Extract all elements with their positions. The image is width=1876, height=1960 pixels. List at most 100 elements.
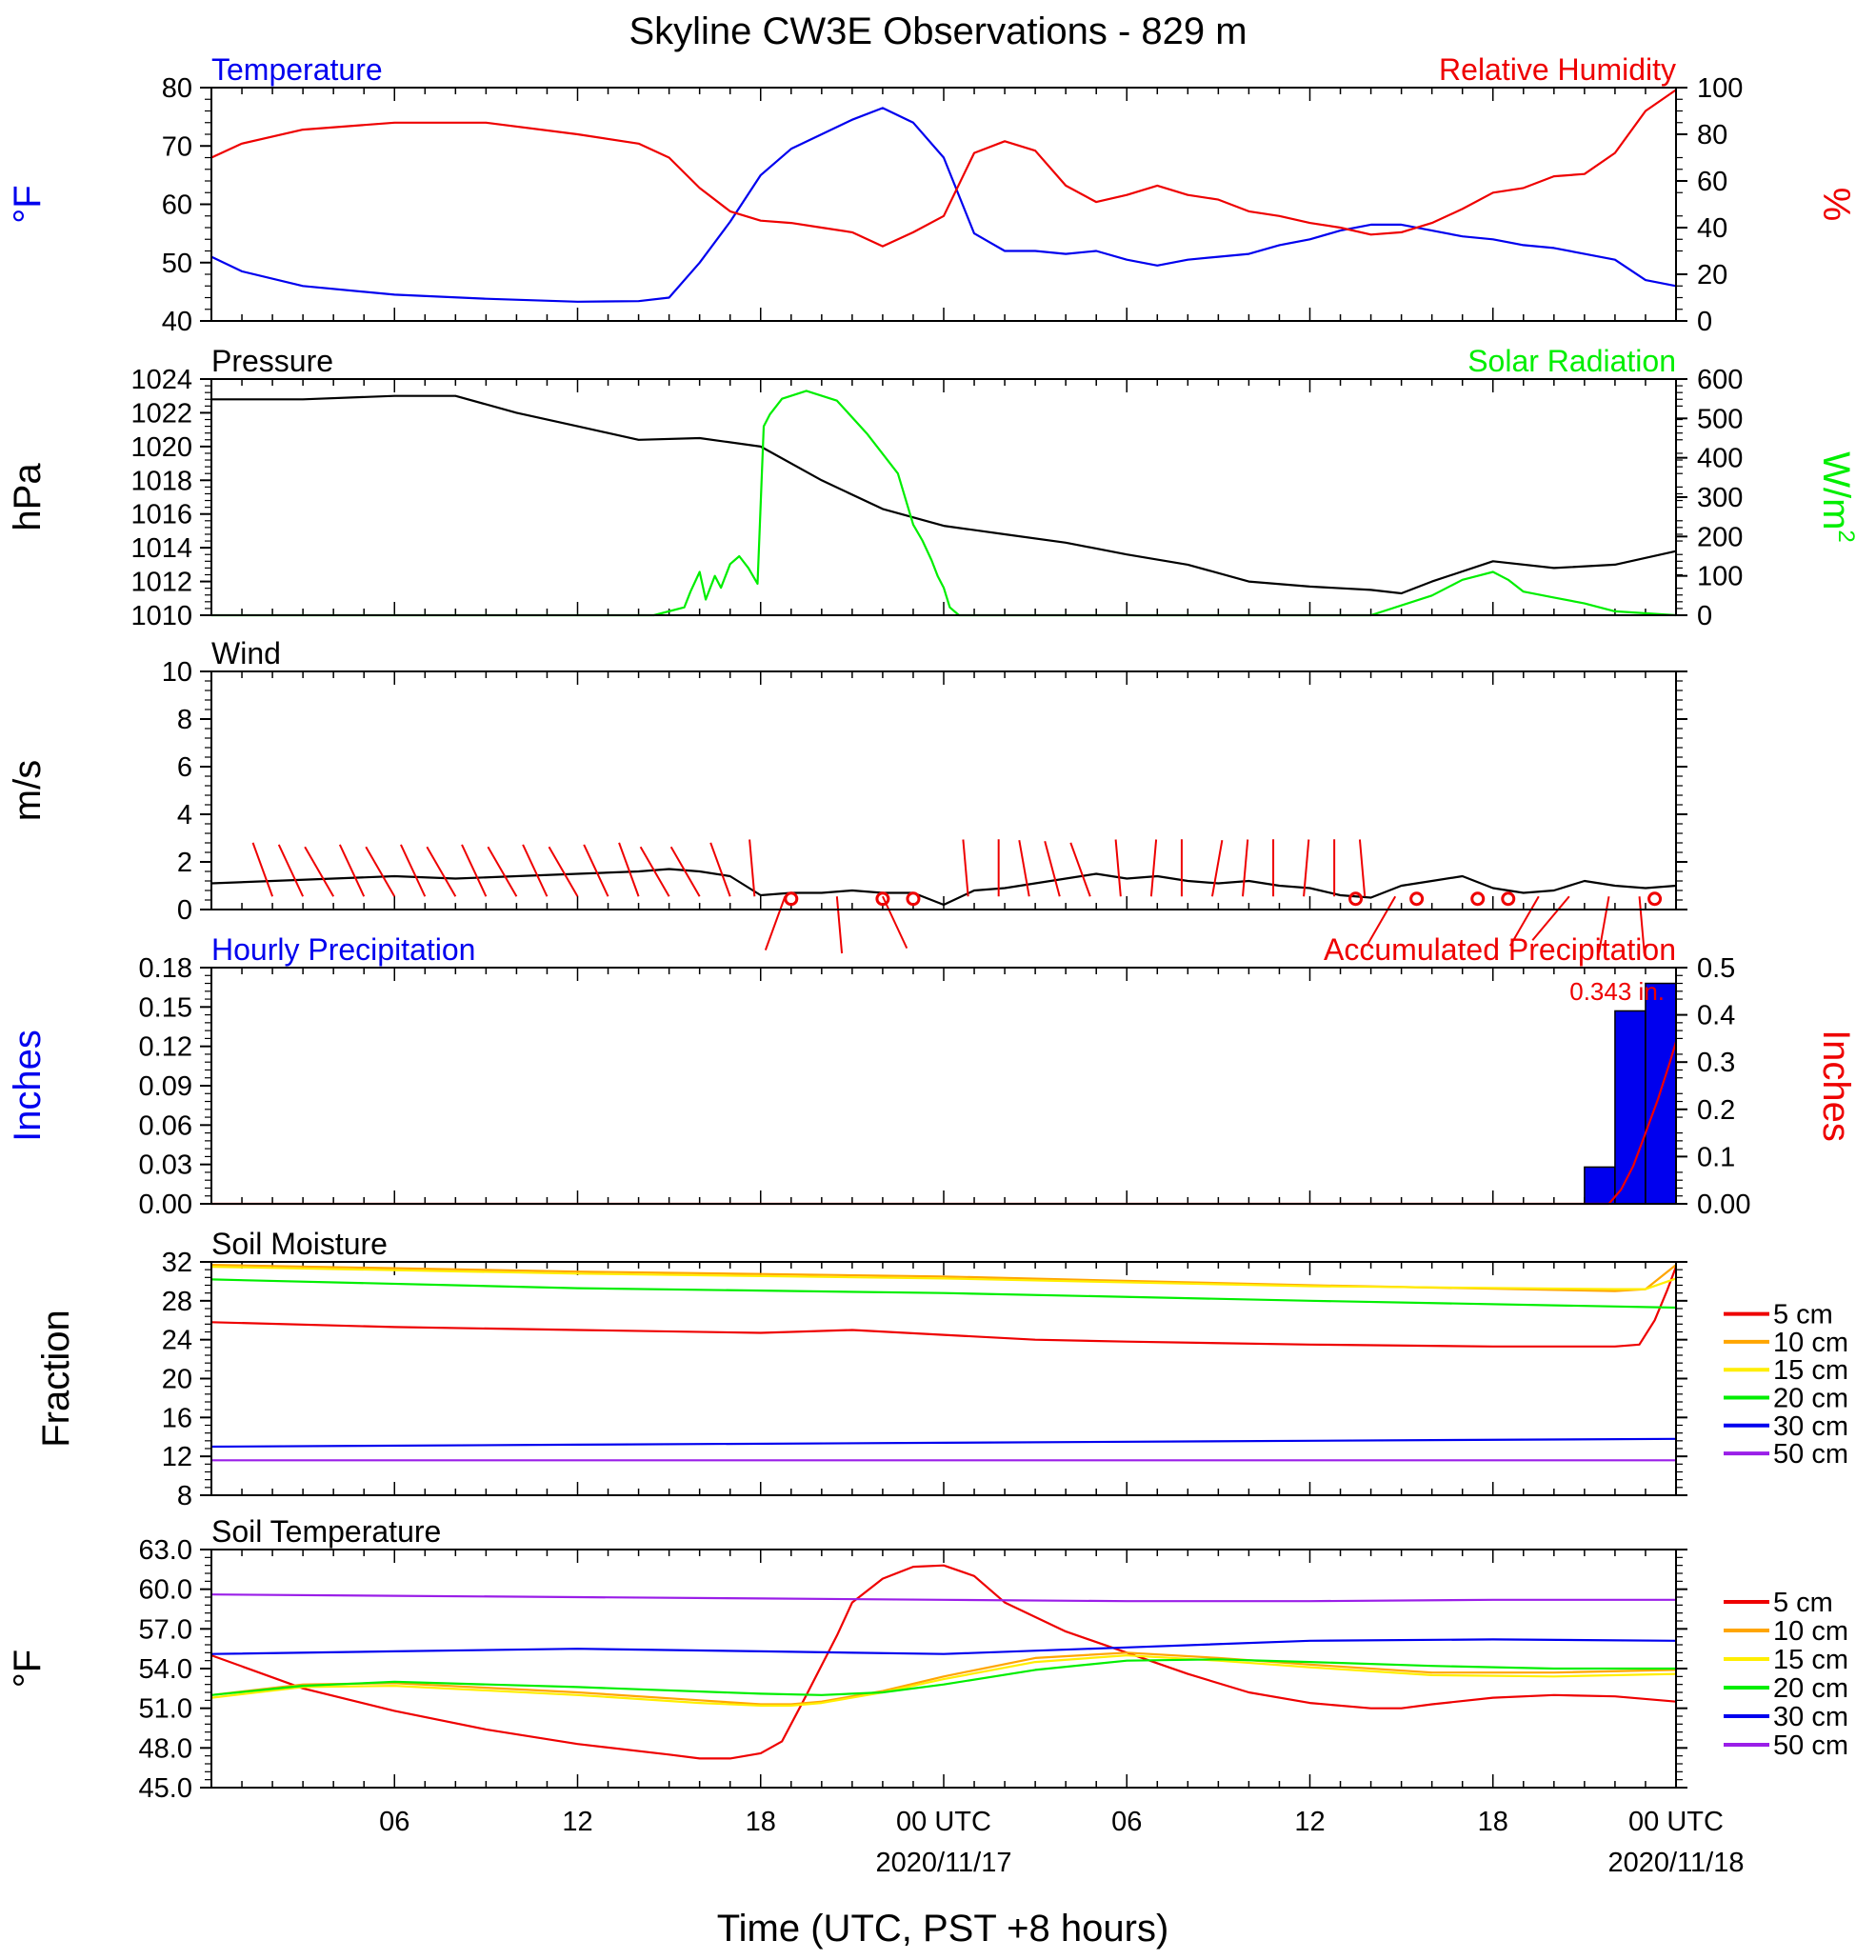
y-tick-label: 600 bbox=[1697, 365, 1743, 395]
calm-wind-marker bbox=[1501, 891, 1516, 907]
series-wind bbox=[210, 868, 1677, 907]
precip-bar bbox=[1584, 1166, 1616, 1205]
y-tick-label: 40 bbox=[1697, 213, 1727, 244]
wind-barb bbox=[639, 846, 670, 897]
y-tick-label: 4 bbox=[177, 800, 192, 830]
x-tick-label: 06 bbox=[379, 1807, 409, 1837]
y-tick-label: 70 bbox=[162, 131, 192, 162]
wind-barb bbox=[583, 844, 609, 897]
panel-temp_rh: 40 50 60 70 80 0 20 40 60 80 100 Temperature Relativ… bbox=[7, 52, 1857, 337]
wind-barb bbox=[835, 896, 844, 954]
y-tick-label: 1022 bbox=[130, 398, 192, 429]
y-tick-label: 28 bbox=[162, 1287, 192, 1317]
series-5-cm bbox=[210, 1266, 1678, 1348]
y-tick-label: 100 bbox=[1697, 73, 1743, 104]
wind-barb bbox=[962, 839, 969, 897]
plot-frame bbox=[210, 378, 1677, 616]
y-tick-label: 60 bbox=[1697, 167, 1727, 197]
plot-frame bbox=[210, 87, 1677, 322]
x-date-label: 2020/11/17 bbox=[876, 1848, 1012, 1878]
panel-precip: 0.00 0.03 0.06 0.09 0.12 0.15 0.18 0.00 0.1 0.2 0.… bbox=[7, 932, 1857, 1220]
y-tick-label: 0.00 bbox=[139, 1190, 192, 1220]
calm-wind-marker bbox=[784, 891, 799, 907]
series-relative-humidity bbox=[210, 89, 1677, 248]
y-tick-label: 45.0 bbox=[139, 1773, 192, 1804]
y-tick-label: 0 bbox=[1697, 601, 1712, 631]
wind-barb bbox=[1210, 839, 1224, 897]
y-tick-label: 1010 bbox=[130, 601, 192, 631]
y-tick-label: 50 bbox=[162, 249, 192, 279]
calm-wind-marker bbox=[1348, 891, 1364, 907]
wind-barb bbox=[426, 846, 457, 897]
y-tick-label: 1014 bbox=[130, 533, 192, 564]
legend-label: 10 cm bbox=[1773, 1328, 1848, 1358]
calm-wind-marker bbox=[1470, 891, 1486, 907]
y-tick-label: 60.0 bbox=[139, 1575, 192, 1606]
wind-barb bbox=[548, 846, 579, 897]
panel-soil_moisture: 8 12 16 20 24 28 32 Soil Moisture Fraction 5 cm10… bbox=[35, 1227, 1848, 1511]
x-tick-label: 18 bbox=[746, 1807, 776, 1837]
legend-label: 30 cm bbox=[1773, 1702, 1848, 1732]
series-50-cm bbox=[210, 1593, 1676, 1603]
y-tick-label: 51.0 bbox=[139, 1694, 192, 1725]
y-tick-label: 48.0 bbox=[139, 1733, 192, 1764]
wind-barb bbox=[400, 844, 427, 897]
plot-frame bbox=[210, 967, 1677, 1205]
y-tick-label: 8 bbox=[177, 1481, 192, 1511]
x-tick-label: 00 UTC bbox=[1628, 1807, 1724, 1837]
wind-barb bbox=[365, 846, 396, 897]
y-tick-label: 0.5 bbox=[1697, 953, 1735, 984]
legend-label: 10 cm bbox=[1773, 1616, 1848, 1647]
legend-label: 20 cm bbox=[1773, 1673, 1848, 1704]
wind-barb bbox=[461, 844, 488, 897]
series-temperature bbox=[210, 107, 1677, 303]
wind-barb bbox=[304, 846, 335, 897]
y-tick-label: 20 bbox=[162, 1365, 192, 1395]
y-tick-label: 0.3 bbox=[1697, 1048, 1735, 1078]
wind-barb bbox=[1242, 839, 1249, 897]
panel-title-right: Solar Radiation bbox=[1467, 344, 1676, 378]
series-30-cm bbox=[210, 1638, 1677, 1655]
panel-title-left: Temperature bbox=[211, 52, 383, 87]
legend-label: 15 cm bbox=[1773, 1645, 1848, 1675]
y-tick-label: 1020 bbox=[130, 432, 192, 463]
legend-label: 50 cm bbox=[1773, 1439, 1848, 1470]
y-tick-label: 80 bbox=[1697, 120, 1727, 150]
wind-barb bbox=[709, 842, 731, 897]
x-tick-label: 06 bbox=[1111, 1807, 1142, 1837]
y-tick-label: 500 bbox=[1697, 404, 1743, 434]
x-tick-label: 00 UTC bbox=[896, 1807, 991, 1837]
wind-barb bbox=[487, 846, 518, 897]
legend-label: 5 cm bbox=[1773, 1300, 1833, 1330]
wind-barb bbox=[1598, 896, 1610, 953]
y-axis-label-left: °F bbox=[7, 185, 49, 223]
y-tick-label: 60 bbox=[162, 190, 192, 221]
wind-barb bbox=[618, 842, 640, 897]
y-tick-label: 0.4 bbox=[1697, 1001, 1735, 1031]
y-tick-label: 0.2 bbox=[1697, 1095, 1735, 1126]
y-tick-label: 0.12 bbox=[139, 1032, 192, 1063]
y-tick-label: 63.0 bbox=[139, 1535, 192, 1566]
figure-title: Skyline CW3E Observations - 829 m bbox=[629, 10, 1247, 52]
panel-title-right: Relative Humidity bbox=[1439, 52, 1676, 87]
wind-barb bbox=[764, 895, 787, 950]
x-tick-label: 12 bbox=[1294, 1807, 1325, 1837]
y-tick-label: 40 bbox=[162, 307, 192, 337]
calm-wind-marker bbox=[1409, 891, 1425, 907]
y-tick-label: 1016 bbox=[130, 500, 192, 530]
x-tick-label: 18 bbox=[1478, 1807, 1508, 1837]
wind-barb bbox=[1638, 896, 1646, 954]
y-tick-label: 0.06 bbox=[139, 1110, 192, 1141]
wind-barb bbox=[522, 844, 549, 897]
y-tick-label: 200 bbox=[1697, 522, 1743, 552]
wind-barb bbox=[882, 895, 908, 950]
y-tick-label: 54.0 bbox=[139, 1654, 192, 1685]
y-axis-label-left: Fraction bbox=[35, 1310, 77, 1448]
y-tick-label: 1024 bbox=[130, 365, 192, 395]
y-tick-label: 0 bbox=[177, 895, 192, 926]
panel-soil_temp: 45.0 48.0 51.0 54.0 57.0 60.0 63.0 Soil Tempera… bbox=[7, 1514, 1848, 1804]
wind-barb bbox=[338, 844, 366, 897]
y-tick-label: 20 bbox=[1697, 260, 1727, 290]
plot-frame bbox=[210, 1549, 1677, 1789]
time-axis: 06 12 18 00 UTC 2020/11/17 06 12 18 00 UTC 2020/1… bbox=[379, 1807, 1744, 1878]
